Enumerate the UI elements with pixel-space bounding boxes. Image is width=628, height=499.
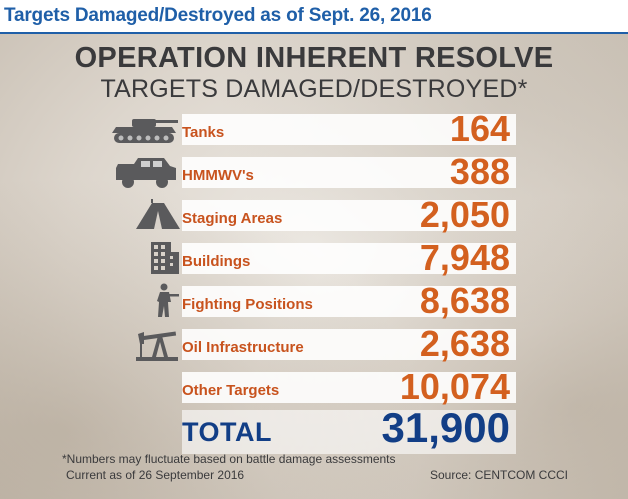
target-value: 7,948 <box>419 237 510 278</box>
building-icon <box>148 240 180 276</box>
infographic-title: OPERATION INHERENT RESOLVE <box>74 42 554 74</box>
row-band <box>182 243 516 274</box>
infographic-subtitle: TARGETS DAMAGED/DESTROYED* <box>100 75 528 103</box>
target-value: 164 <box>449 108 510 149</box>
total-band <box>182 410 516 454</box>
target-label: Staging Areas <box>182 210 283 227</box>
target-label: Buildings <box>182 253 251 270</box>
oil-pump-icon <box>134 326 180 362</box>
target-value: 2,638 <box>419 323 510 364</box>
total-value: 31,900 <box>381 404 510 451</box>
infographic-panel: OPERATION INHERENT RESOLVE TARGETS DAMAG… <box>0 34 628 499</box>
target-label: Tanks <box>182 124 225 141</box>
row-band <box>182 372 516 403</box>
target-label: Fighting Positions <box>182 296 313 313</box>
target-value: 388 <box>449 151 510 192</box>
row-band <box>182 200 516 231</box>
target-row: Other Targets 10,074 <box>112 366 516 407</box>
target-value: 10,074 <box>399 366 510 407</box>
page-title: Targets Damaged/Destroyed as of Sept. 26… <box>4 5 432 26</box>
tank-icon <box>112 111 180 147</box>
footnote: *Numbers may fluctuate based on battle d… <box>62 452 396 466</box>
target-row: Tanks 164 <box>112 108 516 149</box>
target-row: Buildings 7,948 <box>112 237 516 278</box>
row-band <box>182 286 516 317</box>
total-label: TOTAL <box>182 417 272 447</box>
target-label: HMMWV's <box>182 167 254 184</box>
row-band <box>182 329 516 360</box>
source-note: Source: CENTCOM CCCI <box>430 468 569 482</box>
target-label: Oil Infrastructure <box>182 339 304 356</box>
target-row: HMMWV's 388 <box>112 151 516 192</box>
row-band <box>182 114 516 145</box>
page-header: Targets Damaged/Destroyed as of Sept. 26… <box>0 0 628 34</box>
target-row: Fighting Positions 8,638 <box>112 280 516 321</box>
target-value: 8,638 <box>419 280 510 321</box>
target-value: 2,050 <box>419 194 510 235</box>
target-row: Staging Areas 2,050 <box>112 194 516 235</box>
target-label: Other Targets <box>182 382 280 399</box>
humvee-icon <box>114 154 178 190</box>
current-as-of: Current as of 26 September 2016 <box>66 468 245 482</box>
tent-icon <box>134 197 182 233</box>
target-row: Oil Infrastructure 2,638 <box>112 323 516 364</box>
soldier-icon <box>152 283 180 319</box>
row-band <box>182 157 516 188</box>
